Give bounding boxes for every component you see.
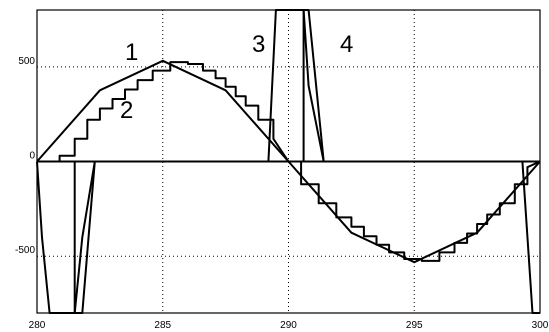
y-tick-label: 500 (18, 56, 35, 67)
y-tick-label: 0 (29, 151, 35, 162)
x-tick-label: 280 (29, 320, 46, 331)
tick-labels: 280 285 290 295 300 500 0 -500 (15, 56, 549, 331)
series-layer (36, 9, 541, 314)
curve-label-3: 3 (252, 31, 265, 58)
curve-labels: 1 2 3 4 (120, 31, 353, 124)
series-line-4 (37, 9, 540, 314)
curve-label-4: 4 (340, 31, 353, 58)
x-tick-label: 285 (154, 320, 171, 331)
curve-label-1: 1 (125, 39, 138, 66)
x-tick-label: 295 (406, 320, 423, 331)
x-tick-label: 300 (532, 320, 549, 331)
curve-label-2: 2 (120, 97, 133, 124)
x-tick-label: 290 (280, 320, 297, 331)
y-tick-label: -500 (15, 245, 35, 256)
